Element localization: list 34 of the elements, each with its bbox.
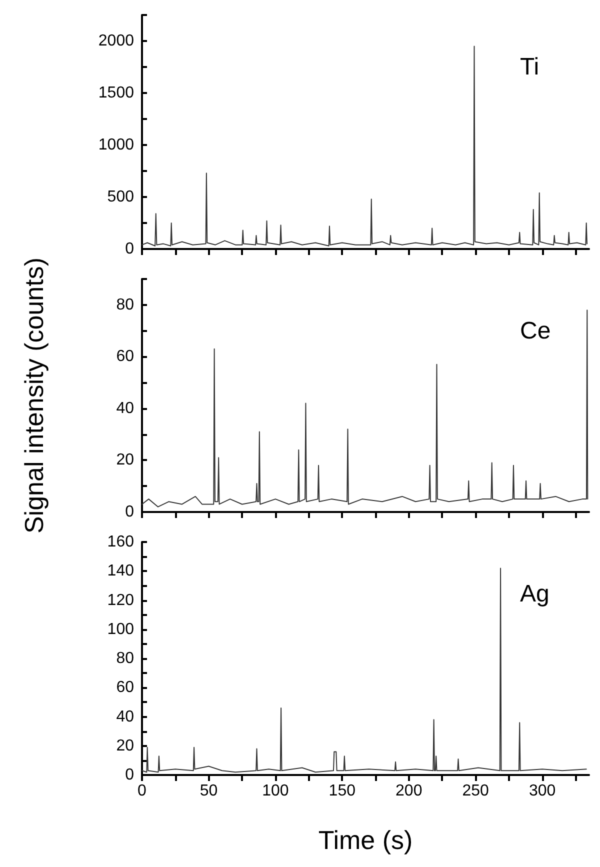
x-tick-label: 250	[462, 782, 490, 800]
y-tick-label: 40	[116, 708, 134, 726]
y-tick-label: 60	[116, 348, 134, 366]
y-tick-label: 20	[116, 737, 134, 754]
y-tick-label: 160	[107, 534, 134, 550]
x-tick-label: 200	[396, 782, 422, 800]
y-tick-label: 2000	[98, 32, 134, 50]
y-tick-label: 40	[116, 400, 134, 417]
x-tick-label: 100	[262, 782, 289, 800]
y-tick-label: 60	[116, 679, 134, 696]
line-series	[142, 568, 587, 773]
annotation: Ce	[520, 318, 551, 344]
y-tick-label: 80	[116, 650, 134, 667]
x-axis-title: Time (s)	[318, 825, 413, 855]
y-tick-label: 1500	[98, 84, 134, 102]
line-series	[142, 310, 588, 508]
line-series	[142, 46, 588, 246]
x-tick-label: 300	[528, 782, 556, 800]
y-tick-label: 0	[125, 504, 134, 520]
annotation: Ti	[520, 54, 540, 80]
y-tick-label: 0	[125, 766, 134, 784]
y-tick-label: 500	[107, 188, 134, 206]
y-tick-label: 20	[116, 452, 134, 469]
annotation: Ag	[520, 580, 550, 608]
x-tick-label: 50	[200, 782, 218, 800]
y-tick-label: 120	[107, 592, 134, 609]
x-tick-label: 0	[138, 782, 147, 800]
y-tick-label: 0	[125, 240, 134, 258]
x-tick-label: 150	[328, 782, 356, 800]
y-tick-label: 1000	[98, 136, 134, 154]
y-tick-label: 100	[107, 620, 134, 638]
y-tick-label: 80	[116, 296, 134, 314]
y-axis-title: Signal intensity (counts)	[19, 257, 49, 534]
y-tick-label: 140	[107, 562, 134, 580]
